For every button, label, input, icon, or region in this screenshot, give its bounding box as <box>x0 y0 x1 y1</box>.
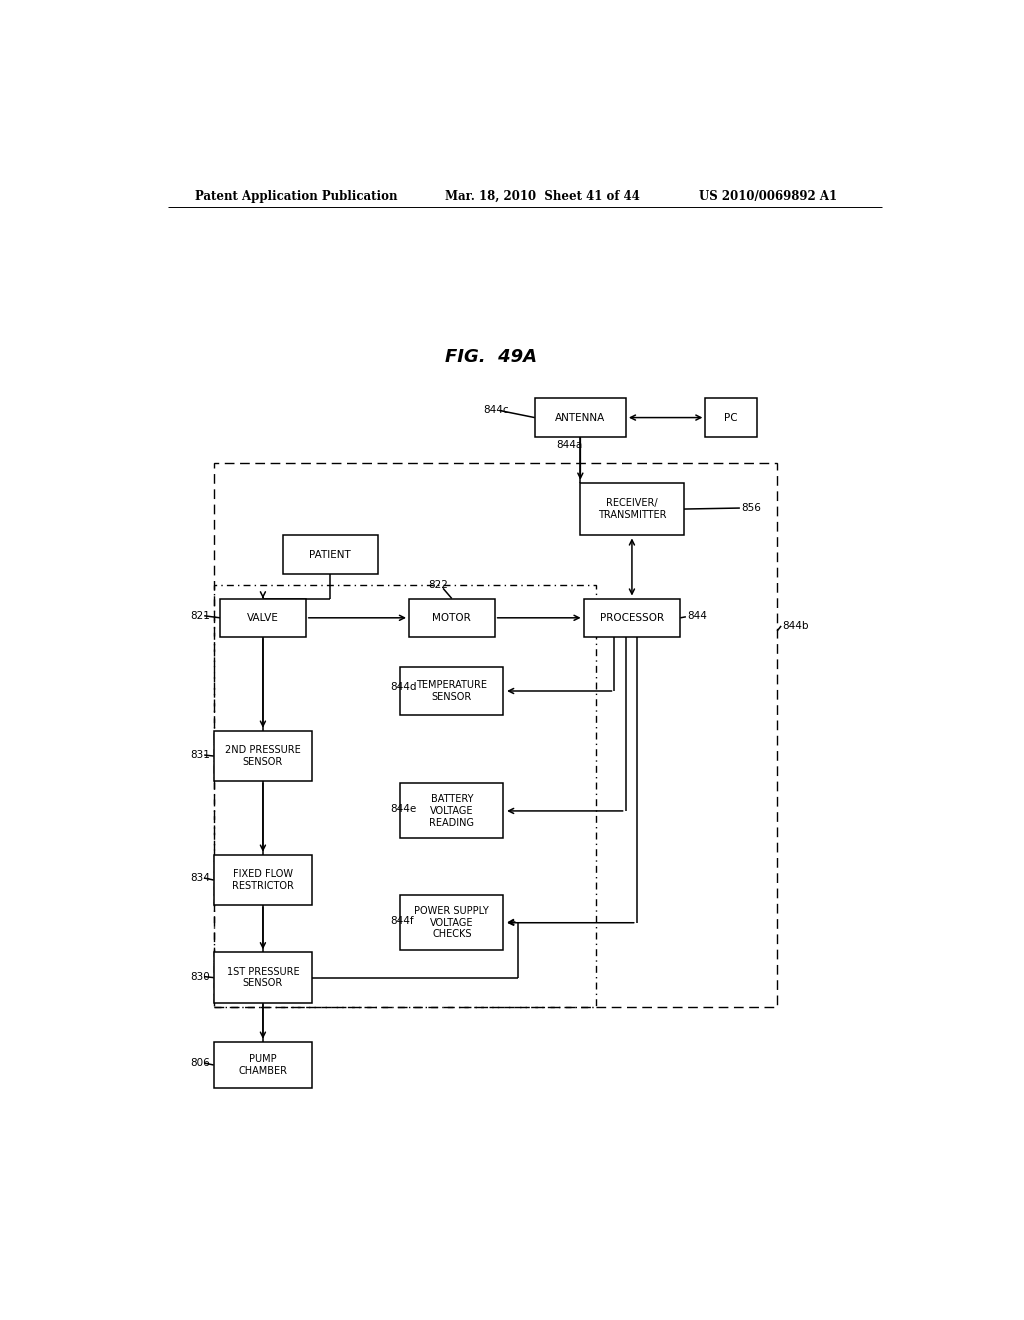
Bar <box>581 483 684 536</box>
Text: US 2010/0069892 A1: US 2010/0069892 A1 <box>699 190 838 202</box>
Bar <box>220 598 306 638</box>
Text: 844: 844 <box>687 611 708 620</box>
Text: 844e: 844e <box>390 804 416 814</box>
Bar <box>535 399 626 437</box>
Bar <box>214 854 312 906</box>
Text: 831: 831 <box>189 750 210 760</box>
Text: 2ND PRESSURE
SENSOR: 2ND PRESSURE SENSOR <box>225 746 301 767</box>
Bar <box>214 463 777 1007</box>
Text: Patent Application Publication: Patent Application Publication <box>196 190 398 202</box>
Text: 822: 822 <box>428 581 447 590</box>
Bar <box>706 399 757 437</box>
Text: MOTOR: MOTOR <box>432 612 471 623</box>
Text: Mar. 18, 2010  Sheet 41 of 44: Mar. 18, 2010 Sheet 41 of 44 <box>445 190 640 202</box>
Text: 1ST PRESSURE
SENSOR: 1ST PRESSURE SENSOR <box>226 966 299 989</box>
Bar <box>400 895 504 950</box>
Bar <box>400 784 504 838</box>
Text: 830: 830 <box>189 972 210 982</box>
Text: 844a: 844a <box>557 440 583 450</box>
Text: 844b: 844b <box>782 620 809 631</box>
Text: 844d: 844d <box>390 682 417 692</box>
Text: POWER SUPPLY
VOLTAGE
CHECKS: POWER SUPPLY VOLTAGE CHECKS <box>415 906 489 940</box>
Text: FIG.  49A: FIG. 49A <box>445 347 538 366</box>
Text: PUMP
CHAMBER: PUMP CHAMBER <box>239 1055 288 1076</box>
Text: 844c: 844c <box>483 405 509 416</box>
Bar <box>584 598 680 638</box>
Text: VALVE: VALVE <box>247 612 279 623</box>
Text: BATTERY
VOLTAGE
READING: BATTERY VOLTAGE READING <box>429 795 474 828</box>
Bar <box>400 667 504 715</box>
Bar <box>214 585 596 1007</box>
Bar <box>283 536 378 574</box>
Bar <box>409 598 495 638</box>
Bar <box>214 1041 312 1089</box>
Text: 806: 806 <box>189 1059 210 1068</box>
Text: PATIENT: PATIENT <box>309 550 351 560</box>
Text: 821: 821 <box>189 611 210 620</box>
Text: 834: 834 <box>189 873 210 883</box>
Text: FIXED FLOW
RESTRICTOR: FIXED FLOW RESTRICTOR <box>232 870 294 891</box>
Text: 856: 856 <box>741 503 761 513</box>
Bar <box>214 731 312 781</box>
Text: 844f: 844f <box>390 916 414 925</box>
Text: RECEIVER/
TRANSMITTER: RECEIVER/ TRANSMITTER <box>598 498 667 520</box>
Bar <box>214 952 312 1003</box>
Text: PROCESSOR: PROCESSOR <box>600 612 664 623</box>
Text: PC: PC <box>724 413 738 422</box>
Text: ANTENNA: ANTENNA <box>555 413 605 422</box>
Text: TEMPERATURE
SENSOR: TEMPERATURE SENSOR <box>417 680 487 702</box>
